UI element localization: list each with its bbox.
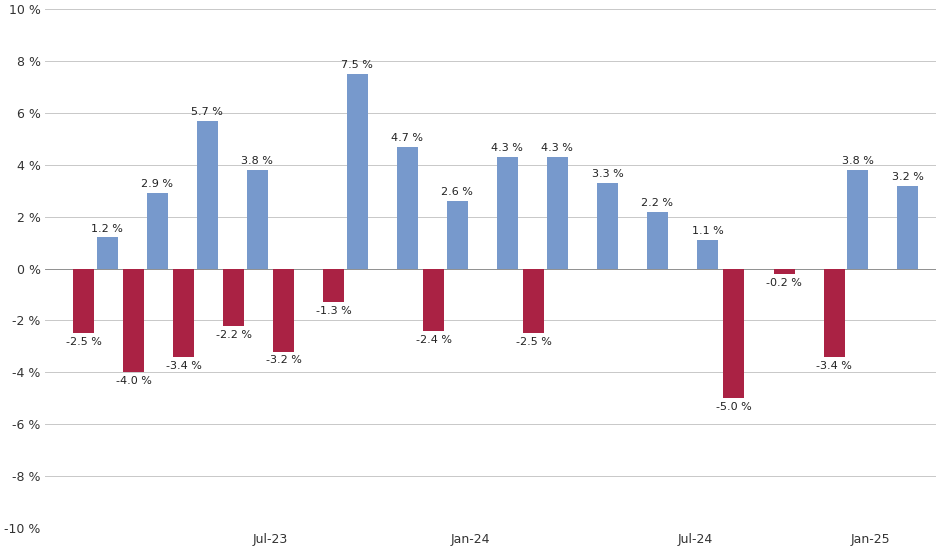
Text: 4.3 %: 4.3 % (541, 143, 573, 153)
Text: 2.9 %: 2.9 % (141, 179, 173, 189)
Text: 4.7 %: 4.7 % (391, 133, 423, 143)
Bar (173, 268, 195, 357)
Text: -2.4 %: -2.4 % (415, 335, 452, 345)
Bar (446, 201, 468, 268)
Bar (347, 74, 368, 268)
Text: 1.2 %: 1.2 % (91, 223, 123, 234)
Bar (524, 268, 544, 333)
Bar (147, 194, 167, 268)
Bar (724, 268, 744, 398)
Bar (223, 268, 244, 326)
Bar (97, 238, 118, 268)
Text: 5.7 %: 5.7 % (192, 107, 223, 117)
Text: -2.2 %: -2.2 % (216, 329, 252, 339)
Bar (697, 240, 718, 268)
Text: -0.2 %: -0.2 % (766, 278, 802, 288)
Bar (823, 268, 844, 357)
Bar (774, 268, 794, 274)
Text: -3.4 %: -3.4 % (816, 361, 852, 371)
Bar (647, 212, 668, 268)
Bar (423, 268, 445, 331)
Bar (397, 147, 418, 268)
Bar (73, 268, 94, 333)
Text: -2.5 %: -2.5 % (516, 337, 552, 347)
Bar (897, 185, 918, 268)
Text: -4.0 %: -4.0 % (116, 376, 151, 386)
Bar (247, 170, 268, 268)
Bar (274, 268, 294, 351)
Text: -5.0 %: -5.0 % (716, 402, 752, 412)
Text: 2.6 %: 2.6 % (442, 187, 473, 197)
Text: 3.2 %: 3.2 % (892, 172, 923, 182)
Bar (123, 268, 144, 372)
Bar (547, 157, 568, 268)
Text: -1.3 %: -1.3 % (316, 306, 352, 316)
Text: 3.8 %: 3.8 % (841, 156, 873, 166)
Text: 1.1 %: 1.1 % (692, 226, 724, 236)
Text: 3.3 %: 3.3 % (591, 169, 623, 179)
Text: -2.5 %: -2.5 % (66, 337, 102, 347)
Bar (196, 120, 218, 268)
Text: -3.4 %: -3.4 % (165, 361, 202, 371)
Text: 2.2 %: 2.2 % (641, 197, 673, 207)
Text: 3.8 %: 3.8 % (242, 156, 274, 166)
Bar (597, 183, 618, 268)
Text: 4.3 %: 4.3 % (492, 143, 524, 153)
Text: -3.2 %: -3.2 % (266, 355, 302, 365)
Bar (323, 268, 344, 302)
Text: 7.5 %: 7.5 % (341, 60, 373, 70)
Bar (497, 157, 518, 268)
Bar (847, 170, 868, 268)
